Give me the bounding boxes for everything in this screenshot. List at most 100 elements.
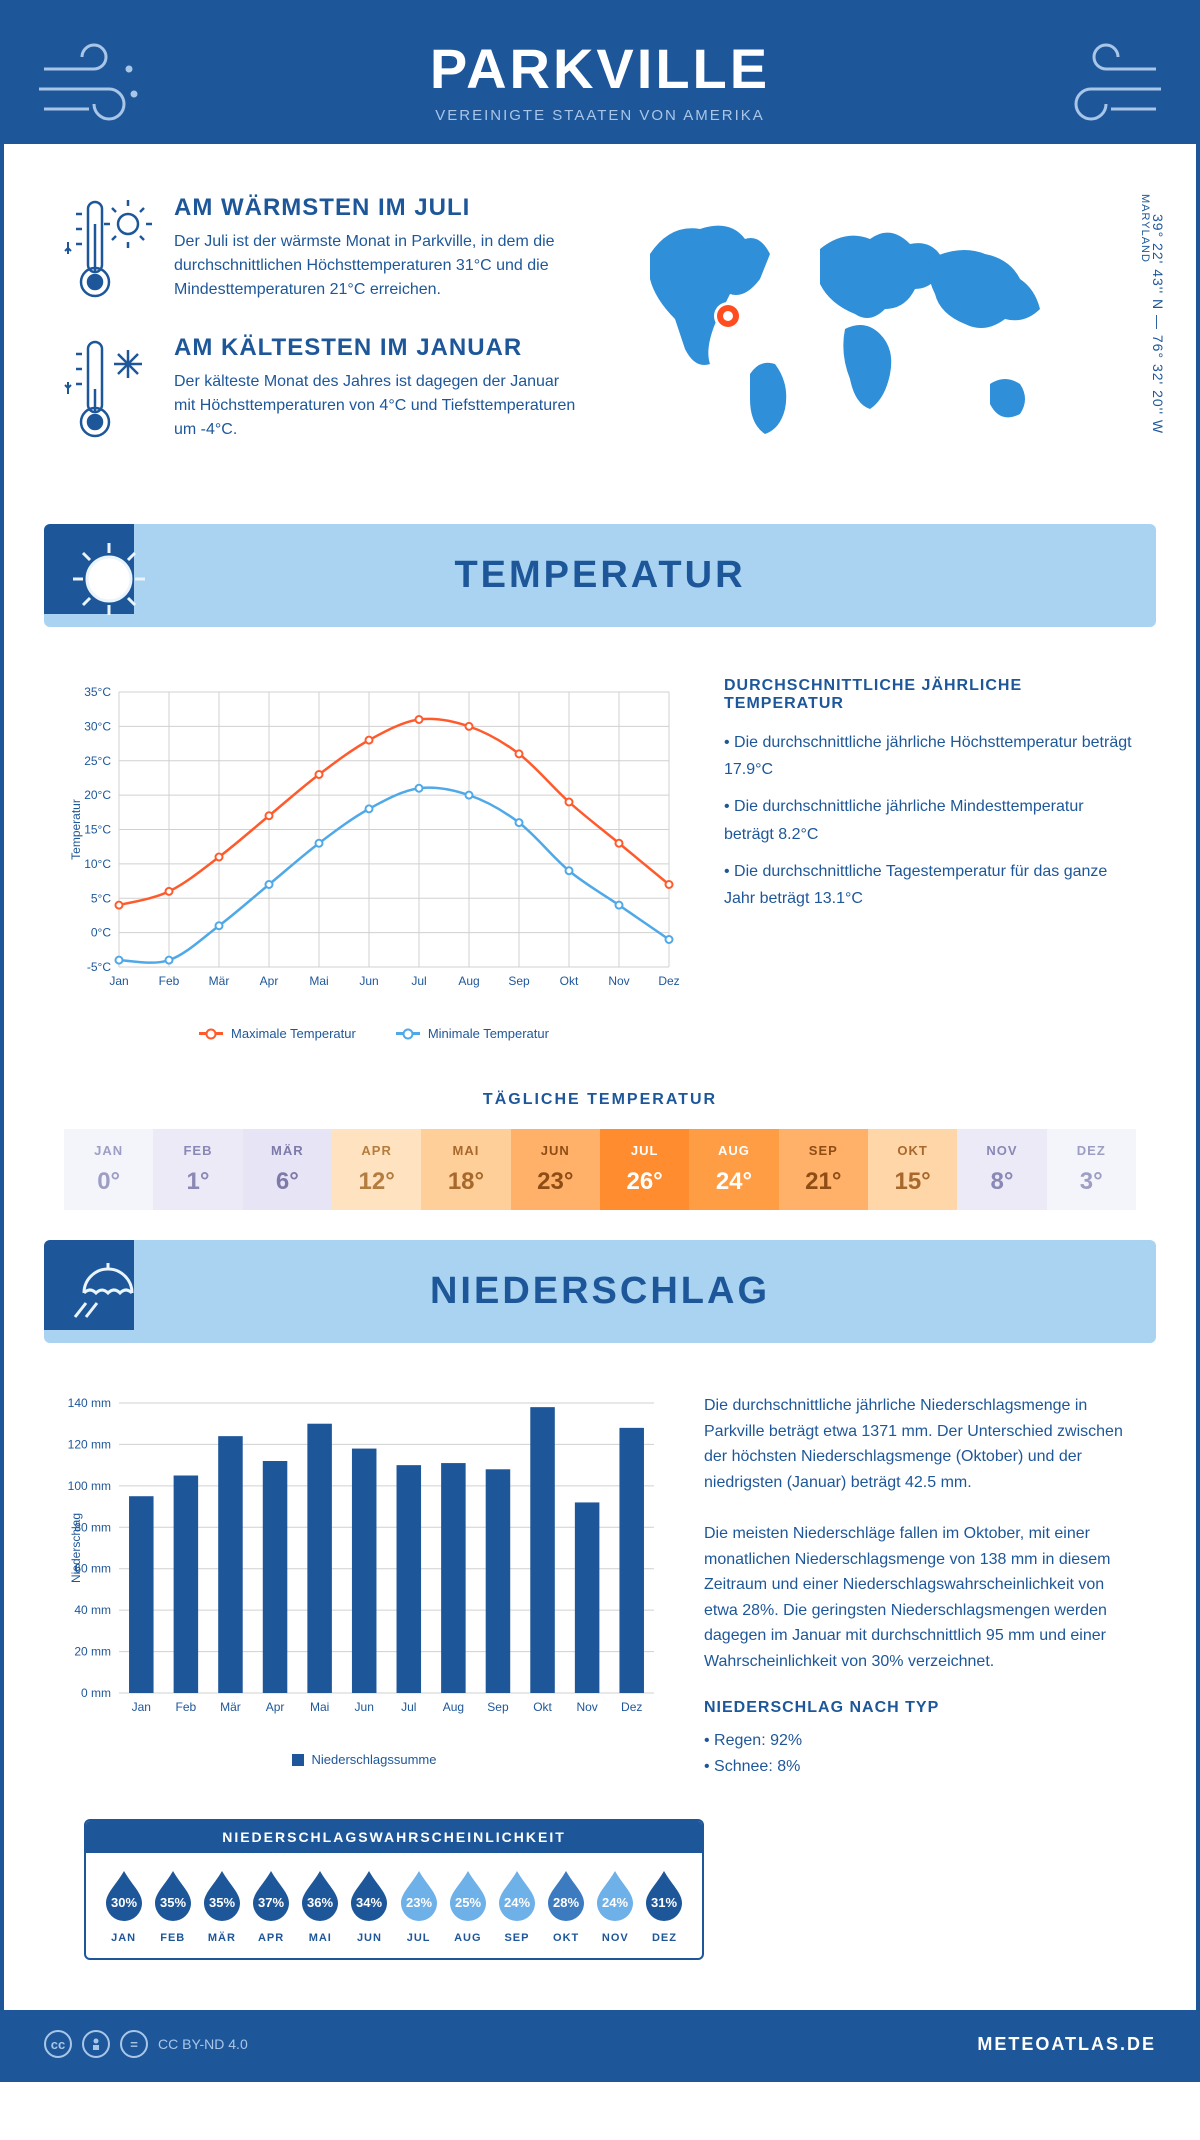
svg-text:15°C: 15°C: [84, 823, 111, 837]
precip-type-item: • Schnee: 8%: [704, 1754, 1136, 1780]
wind-icon: [34, 34, 164, 134]
svg-text:Sep: Sep: [487, 1700, 509, 1714]
cc-icon: cc: [44, 2030, 72, 2058]
svg-text:Apr: Apr: [260, 974, 279, 988]
daily-cell: APR12°: [332, 1129, 421, 1210]
prob-drop: 37%APR: [248, 1867, 295, 1944]
intro-section: AM WÄRMSTEN IM JULI Der Juli ist der wär…: [4, 144, 1196, 504]
svg-text:30°C: 30°C: [84, 719, 111, 733]
prob-heading: NIEDERSCHLAGSWAHRSCHEINLICHKEIT: [86, 1821, 702, 1853]
svg-text:Aug: Aug: [443, 1700, 464, 1714]
svg-text:Dez: Dez: [658, 974, 679, 988]
svg-text:35%: 35%: [160, 1895, 186, 1910]
daily-cell: JUN23°: [511, 1129, 600, 1210]
by-icon: [82, 2030, 110, 2058]
section-title-temp: TEMPERATUR: [44, 554, 1156, 597]
svg-text:Jul: Jul: [401, 1700, 416, 1714]
temp-summary-heading: DURCHSCHNITTLICHE JÄHRLICHE TEMPERATUR: [724, 677, 1136, 713]
svg-text:25°C: 25°C: [84, 754, 111, 768]
prob-drop: 35%FEB: [149, 1867, 196, 1944]
svg-text:Dez: Dez: [621, 1700, 642, 1714]
prob-drop: 24%NOV: [592, 1867, 639, 1944]
temp-summary-item: • Die durchschnittliche jährliche Mindes…: [724, 793, 1136, 847]
daily-cell: DEZ3°: [1047, 1129, 1136, 1210]
precipitation-probability-box: NIEDERSCHLAGSWAHRSCHEINLICHKEIT 30%JAN35…: [84, 1819, 704, 1960]
svg-text:34%: 34%: [356, 1895, 382, 1910]
daily-cell: JUL26°: [600, 1129, 689, 1210]
world-map-icon: [620, 194, 1070, 454]
svg-text:Mär: Mär: [220, 1700, 241, 1714]
site-name: METEOATLAS.DE: [977, 2034, 1156, 2055]
svg-text:Nov: Nov: [608, 974, 629, 988]
svg-text:20 mm: 20 mm: [74, 1645, 111, 1659]
prob-drop: 36%MAI: [297, 1867, 344, 1944]
svg-text:Jun: Jun: [355, 1700, 374, 1714]
daily-cell: OKT15°: [868, 1129, 957, 1210]
page-title: PARKVILLE: [24, 36, 1176, 101]
svg-text:35%: 35%: [209, 1895, 235, 1910]
svg-text:25%: 25%: [455, 1895, 481, 1910]
coldest-text: Der kälteste Monat des Jahres ist dagege…: [174, 370, 580, 442]
sun-icon: [69, 539, 149, 619]
prob-drop: 31%DEZ: [641, 1867, 688, 1944]
svg-text:Jan: Jan: [132, 1700, 151, 1714]
legend-min: Minimale Temperatur: [428, 1026, 549, 1041]
svg-text:Aug: Aug: [458, 974, 479, 988]
nd-icon: =: [120, 2030, 148, 2058]
legend-precip: Niederschlagssumme: [312, 1752, 437, 1767]
prob-drop: 24%SEP: [493, 1867, 540, 1944]
precip-legend: Niederschlagssumme: [64, 1752, 664, 1767]
wind-icon: [1036, 34, 1166, 134]
svg-text:36%: 36%: [307, 1895, 333, 1910]
precip-type-item: • Regen: 92%: [704, 1728, 1136, 1754]
daily-cell: NOV8°: [957, 1129, 1046, 1210]
svg-text:37%: 37%: [258, 1895, 284, 1910]
prob-drop: 23%JUL: [395, 1867, 442, 1944]
svg-text:30%: 30%: [111, 1895, 137, 1910]
header-band: PARKVILLE VEREINIGTE STAATEN VON AMERIKA: [4, 4, 1196, 144]
svg-text:Nov: Nov: [576, 1700, 597, 1714]
daily-cell: FEB1°: [153, 1129, 242, 1210]
prob-drop: 30%JAN: [100, 1867, 147, 1944]
warmest-heading: AM WÄRMSTEN IM JULI: [174, 194, 580, 222]
precip-p1: Die durchschnittliche jährliche Niedersc…: [704, 1393, 1136, 1495]
daily-temperature-strip: JAN0°FEB1°MÄR6°APR12°MAI18°JUN23°JUL26°A…: [64, 1129, 1136, 1210]
temp-summary-item: • Die durchschnittliche jährliche Höchst…: [724, 729, 1136, 783]
section-precipitation: NIEDERSCHLAG: [44, 1240, 1156, 1343]
section-temperature: TEMPERATUR: [44, 524, 1156, 627]
svg-text:Mai: Mai: [309, 974, 328, 988]
daily-cell: AUG24°: [689, 1129, 778, 1210]
svg-text:Feb: Feb: [159, 974, 180, 988]
svg-text:31%: 31%: [651, 1895, 677, 1910]
svg-text:100 mm: 100 mm: [68, 1479, 111, 1493]
svg-text:0 mm: 0 mm: [81, 1686, 111, 1700]
temp-legend: Maximale Temperatur Minimale Temperatur: [64, 1026, 684, 1041]
daily-cell: MÄR6°: [243, 1129, 332, 1210]
svg-text:Temperatur: Temperatur: [69, 799, 83, 860]
coldest-heading: AM KÄLTESTEN IM JANUAR: [174, 334, 580, 362]
page-subtitle: VEREINIGTE STAATEN VON AMERIKA: [24, 107, 1176, 124]
svg-text:Feb: Feb: [176, 1700, 197, 1714]
svg-text:24%: 24%: [504, 1895, 530, 1910]
legend-max: Maximale Temperatur: [231, 1026, 356, 1041]
prob-drop: 35%MÄR: [198, 1867, 245, 1944]
svg-text:-5°C: -5°C: [87, 960, 111, 974]
section-title-precip: NIEDERSCHLAG: [44, 1270, 1156, 1313]
svg-text:40 mm: 40 mm: [74, 1603, 111, 1617]
svg-text:Jan: Jan: [109, 974, 128, 988]
thermometer-snow-icon: [64, 334, 154, 444]
svg-text:Jun: Jun: [359, 974, 378, 988]
prob-drop: 34%JUN: [346, 1867, 393, 1944]
temperature-line-chart: -5°C0°C5°C10°C15°C20°C25°C30°C35°CJanFeb…: [64, 677, 684, 1007]
footer: cc = CC BY-ND 4.0 METEOATLAS.DE: [4, 2010, 1196, 2078]
umbrella-icon: [69, 1255, 139, 1325]
svg-text:Sep: Sep: [508, 974, 530, 988]
daily-cell: SEP21°: [779, 1129, 868, 1210]
svg-text:28%: 28%: [553, 1895, 579, 1910]
svg-text:Mär: Mär: [209, 974, 230, 988]
svg-text:Apr: Apr: [266, 1700, 285, 1714]
coordinates: 39° 22' 43'' N — 76° 32' 20'' W: [1150, 214, 1166, 434]
svg-text:Okt: Okt: [560, 974, 579, 988]
thermometer-sun-icon: [64, 194, 154, 304]
svg-text:Okt: Okt: [533, 1700, 552, 1714]
